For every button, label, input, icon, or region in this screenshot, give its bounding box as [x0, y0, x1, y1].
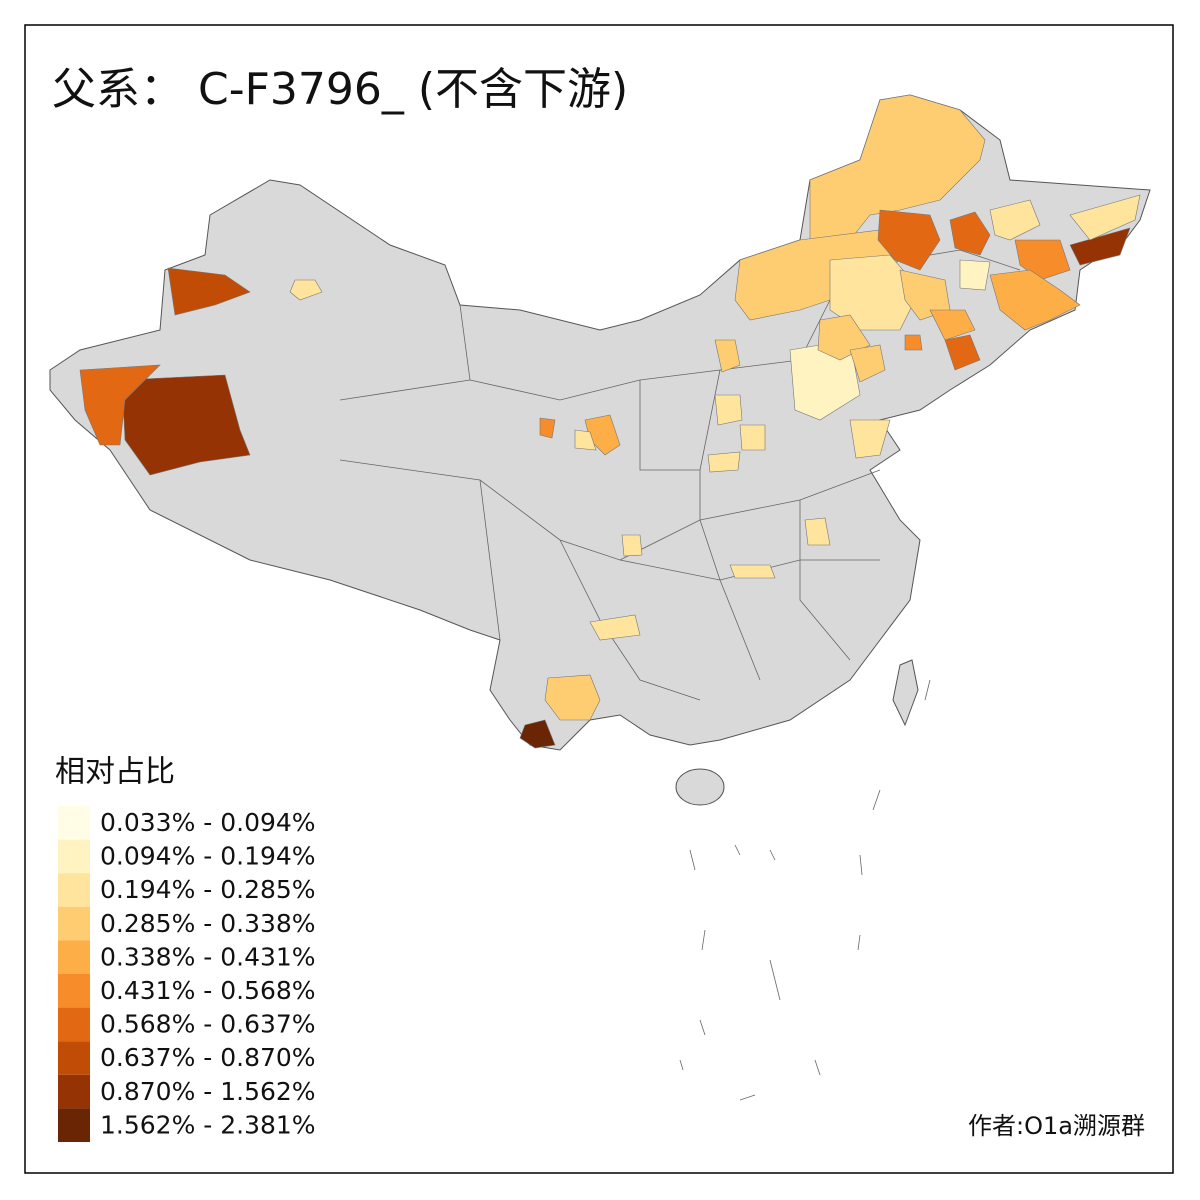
region: [79, 364, 161, 446]
region: [989, 199, 1041, 241]
region: [621, 534, 643, 557]
region: [904, 334, 923, 351]
region: [544, 674, 601, 721]
region: [739, 424, 766, 451]
taiwan: [892, 659, 919, 727]
region: [121, 374, 251, 476]
region: [167, 267, 251, 316]
region: [877, 209, 941, 271]
legend-label: 0.431% - 0.568%: [100, 976, 316, 1005]
region: [829, 254, 921, 331]
legend-label: 0.285% - 0.338%: [100, 909, 316, 938]
legend-label: 0.568% - 0.637%: [100, 1010, 316, 1039]
legend-swatch: [58, 1007, 90, 1042]
region: [809, 94, 986, 241]
legend-swatch: [58, 839, 90, 874]
region: [1069, 227, 1131, 266]
legend-label: 0.094% - 0.194%: [100, 842, 316, 871]
islands: [679, 679, 931, 1101]
region: [929, 309, 976, 341]
regions: [79, 94, 1141, 749]
legend-label: 0.194% - 0.285%: [100, 875, 316, 904]
region: [714, 339, 741, 373]
hainan: [675, 768, 725, 806]
region: [804, 517, 831, 546]
region: [959, 259, 991, 291]
legend-label: 0.338% - 0.431%: [100, 942, 316, 971]
legend-swatch: [58, 974, 90, 1008]
region: [849, 344, 886, 383]
legend-title: 相对占比: [55, 755, 175, 790]
legend-label: 0.637% - 0.870%: [100, 1043, 316, 1072]
region: [1069, 194, 1141, 241]
region: [589, 614, 641, 641]
legend-swatch: [58, 1041, 90, 1075]
legend-swatch: [58, 940, 90, 974]
region: [989, 269, 1081, 331]
legend-swatch: [58, 906, 90, 941]
legend-swatch: [58, 873, 90, 907]
legend-swatch: [58, 806, 90, 840]
region: [714, 394, 743, 426]
region: [289, 279, 323, 301]
china-map: [49, 94, 1151, 1101]
credit: 作者:O1a溯源群: [968, 1112, 1145, 1140]
region: [574, 429, 597, 451]
legend: 0.033% - 0.094% 0.094% - 0.194% 0.194% - 0…: [58, 806, 316, 1142]
region: [539, 417, 556, 439]
region: [519, 719, 556, 749]
legend-swatch: [58, 1074, 90, 1109]
region: [849, 419, 891, 459]
legend-swatch: [58, 1108, 90, 1142]
region: [707, 451, 741, 473]
legend-label: 0.033% - 0.094%: [100, 808, 316, 837]
legend-label: 0.870% - 1.562%: [100, 1077, 316, 1106]
region: [944, 334, 981, 371]
region: [729, 564, 776, 579]
legend-label: 1.562% - 2.381%: [100, 1110, 316, 1139]
map-title: 父系： C-F3796_ (不含下游): [52, 64, 628, 115]
region: [949, 211, 991, 256]
